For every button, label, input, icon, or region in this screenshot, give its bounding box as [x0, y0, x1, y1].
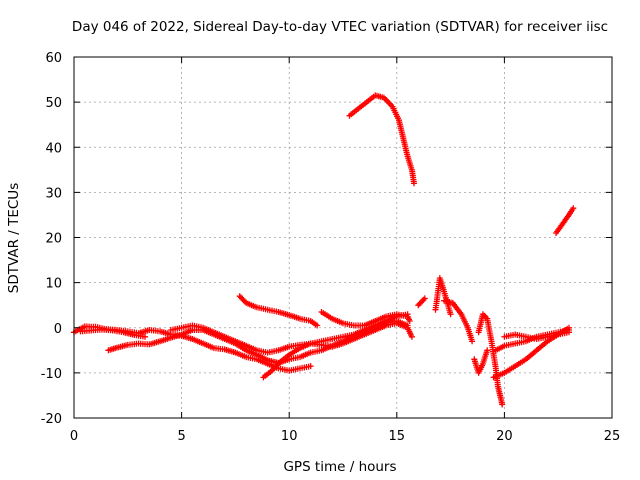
y-tick-label: -10 [41, 367, 62, 382]
y-tick-label: 40 [45, 141, 62, 156]
x-tick-label: 20 [496, 429, 513, 444]
y-tick-label: 60 [45, 51, 62, 66]
chart-title: Day 046 of 2022, Sidereal Day-to-day VTE… [72, 19, 608, 35]
data-point [408, 333, 415, 340]
series-track-j [432, 275, 454, 318]
y-tick-labels: -20 -10 0 10 20 30 40 50 60 [41, 51, 62, 427]
data-point [484, 347, 491, 354]
y-tick-label: 20 [45, 232, 62, 247]
series-track-q [553, 205, 577, 236]
series-track-i [415, 295, 428, 309]
series-track-h [346, 92, 417, 187]
series-track-a [71, 323, 314, 374]
series-track-o [490, 324, 572, 381]
data-point [447, 311, 454, 318]
series-track-p [501, 329, 572, 342]
series-track-f [260, 320, 415, 381]
series-track-d [167, 311, 411, 356]
series-track-e [236, 293, 321, 329]
data-point [421, 295, 428, 302]
data-point [566, 329, 572, 336]
series-track-m [475, 311, 506, 408]
data-point [411, 180, 417, 187]
series-track-g [318, 309, 413, 329]
data-point [499, 401, 506, 408]
data-point [570, 205, 577, 212]
series-track-b [77, 326, 148, 340]
data-point [406, 318, 413, 324]
series-track-l [471, 347, 491, 376]
data-point [241, 298, 248, 305]
y-axis-label: SDTVAR / TECUs [6, 183, 22, 293]
y-tick-label: 50 [45, 96, 62, 111]
tick-marks [73, 56, 613, 419]
data-point [469, 338, 476, 345]
x-tick-label: 0 [70, 429, 78, 444]
y-tick-label: 0 [54, 322, 62, 337]
series-track-k [441, 297, 476, 345]
y-tick-label: -20 [41, 412, 62, 427]
x-tick-label: 10 [281, 429, 298, 444]
data-points [71, 92, 577, 408]
y-tick-label: 30 [45, 186, 62, 201]
y-tick-label: 10 [45, 277, 62, 292]
x-tick-label: 15 [389, 429, 406, 444]
data-point [142, 333, 148, 340]
x-tick-label: 25 [604, 429, 621, 444]
data-point [307, 363, 314, 370]
data-point [314, 322, 321, 329]
x-tick-labels: 0 5 10 15 20 25 [70, 429, 620, 444]
x-tick-label: 5 [177, 429, 185, 444]
x-axis-label: GPS time / hours [283, 459, 396, 475]
